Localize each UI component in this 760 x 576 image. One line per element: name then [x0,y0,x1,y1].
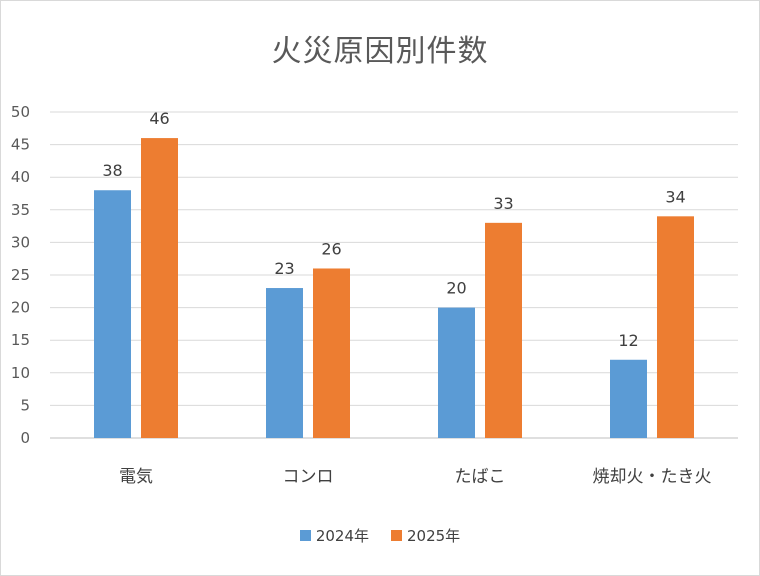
legend-label: 2025年 [407,527,461,545]
bar [610,359,647,438]
y-tick-label: 50 [11,103,30,121]
bar [485,222,522,438]
y-tick-label: 25 [11,266,30,284]
legend-swatch [299,530,311,541]
bar [438,307,475,438]
x-tick-label: 焼却火・たき火 [593,467,712,487]
data-label: 12 [618,331,638,350]
data-label: 38 [102,161,122,180]
bar [313,268,350,438]
chart-legend: 2024年 2025年 [0,525,760,546]
y-tick-label: 15 [11,331,30,349]
y-tick-label: 0 [20,429,30,447]
data-label: 26 [321,239,341,258]
data-label: 33 [493,194,513,213]
data-label: 23 [274,259,294,278]
y-tick-label: 40 [11,168,30,186]
bar [94,190,131,438]
bar [141,138,178,438]
y-tick-label: 20 [11,299,30,317]
data-label: 20 [446,279,466,298]
x-tick-label: 電気 [119,467,153,487]
bar [266,288,303,438]
data-label: 34 [665,187,685,206]
legend-item: 2024年 [299,525,369,546]
y-tick-label: 30 [11,233,30,251]
x-tick-label: コンロ [283,467,334,487]
bar [657,216,694,438]
x-tick-label: たばこ [455,467,506,487]
y-tick-label: 10 [11,364,30,382]
legend-swatch [391,530,402,541]
legend-item: 2025年 [391,525,460,546]
legend-label: 2024年 [315,527,369,545]
chart-title: 火災原因別件数 [271,34,489,69]
data-label: 46 [149,109,169,128]
y-tick-label: 35 [11,201,30,219]
y-tick-label: 5 [20,396,30,414]
y-tick-label: 45 [11,136,30,154]
